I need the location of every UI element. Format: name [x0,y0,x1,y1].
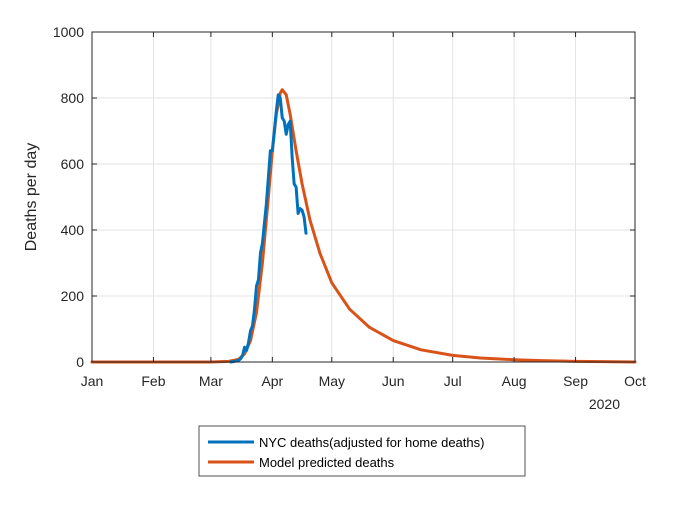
x-tick-label: Jan [81,373,104,389]
legend-box [198,425,526,477]
x-tick-label: Sep [563,373,588,389]
x-tick-label: Apr [261,373,283,389]
x-tick-label: Feb [141,373,165,389]
y-tick-label: 600 [61,156,85,172]
x-tick-label: May [319,373,345,389]
legend: NYC deaths(adjusted for home deaths) Mod… [198,425,526,477]
y-tick-label: 800 [61,90,85,106]
x-tick-label: Mar [199,373,223,389]
legend-label-nyc-deaths: NYC deaths(adjusted for home deaths) [259,435,484,450]
x-secondary-label: 2020 [589,396,620,412]
series-line-nyc-deaths [229,93,308,364]
axis-ticks: Jan Feb Mar Apr May Jun Jul Aug Sep Oct 0 200 400 600… [53,24,646,389]
x-tick-label: Oct [624,373,646,389]
plot-frame [91,31,636,363]
x-tick-label: Aug [502,373,527,389]
y-axis-label: Deaths per day [23,143,40,252]
y-tick-label: 0 [76,354,84,370]
y-tick-label: 400 [61,222,85,238]
x-tick-label: Jun [382,373,405,389]
x-tick-label: Jul [444,373,462,389]
y-tick-label: 1000 [53,24,84,40]
legend-label-model-deaths: Model predicted deaths [259,455,395,470]
plot-area [92,32,635,362]
y-tick-label: 200 [61,288,85,304]
series-lines [90,88,637,364]
